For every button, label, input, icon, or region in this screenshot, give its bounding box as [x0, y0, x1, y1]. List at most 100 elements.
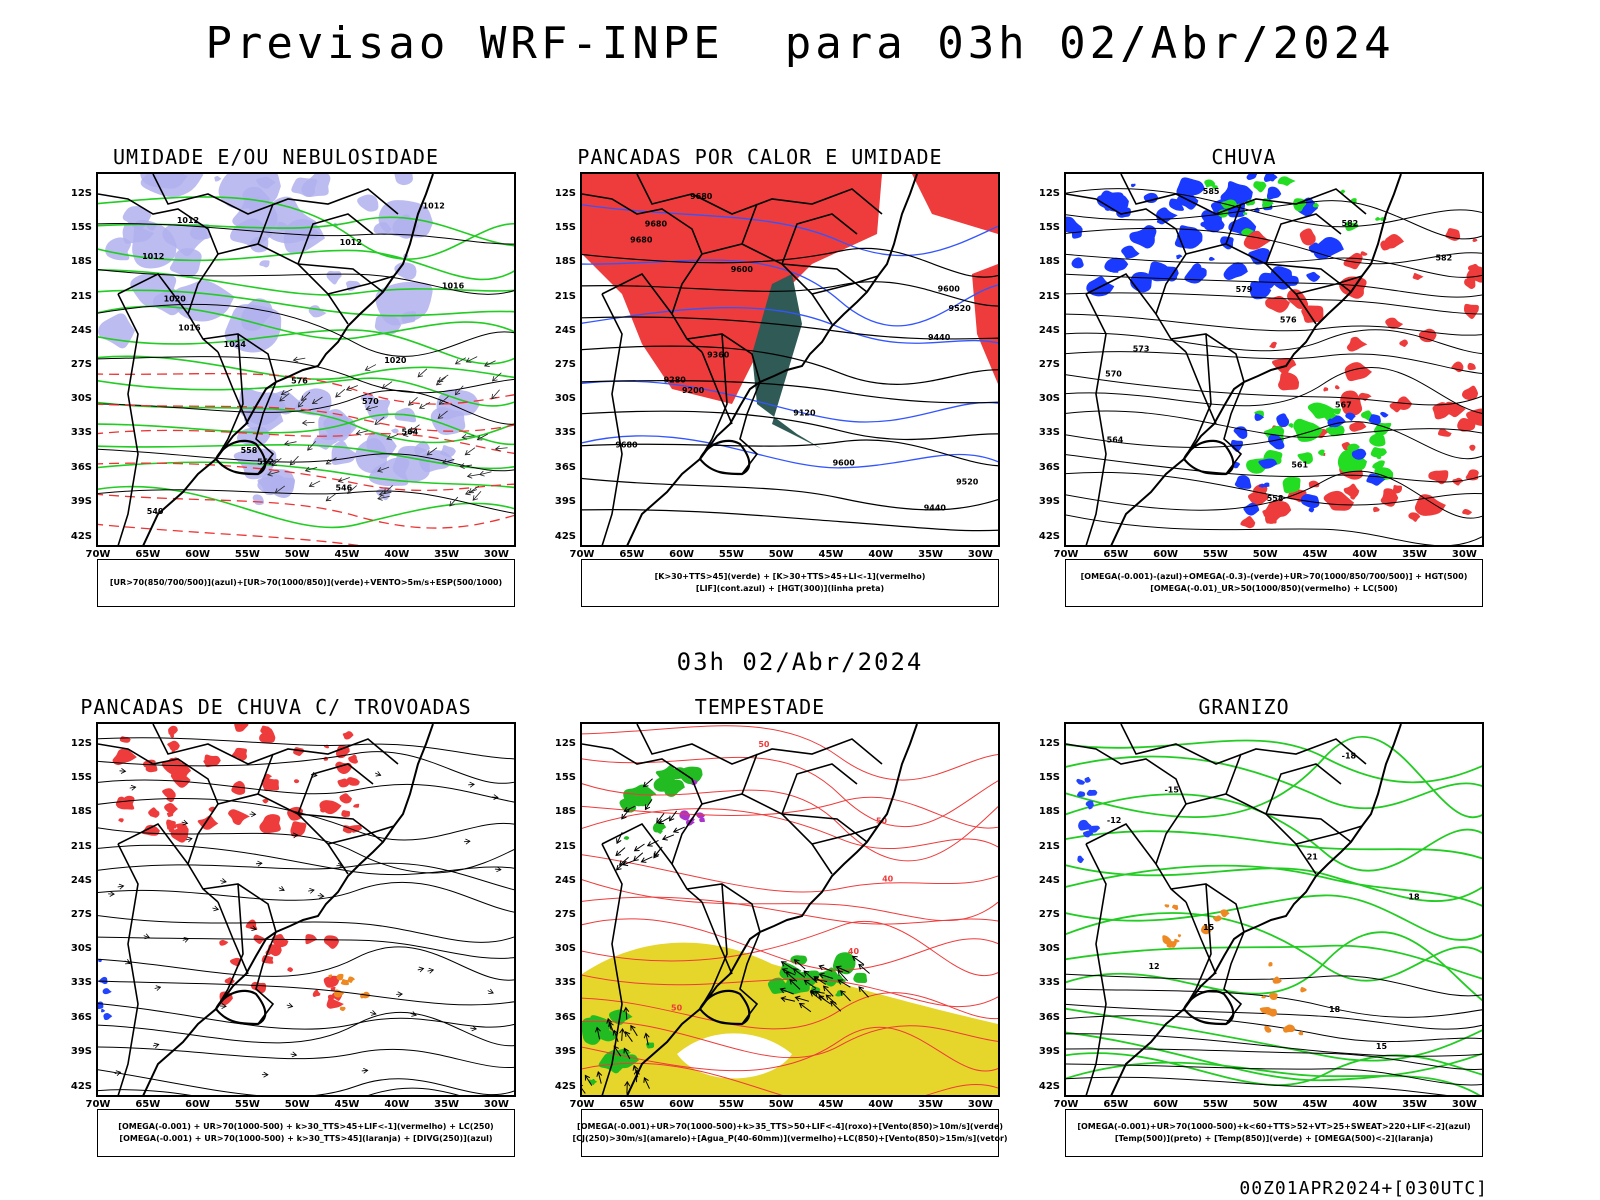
panel-title: PANCADAS DE CHUVA C/ TROVOADAS [80, 695, 472, 719]
hail-area [1086, 789, 1098, 796]
humidity-contour [98, 355, 514, 381]
thunderstorm-area [166, 819, 177, 830]
omega-500-area [1300, 987, 1307, 993]
contour-label: 9680 [630, 235, 653, 244]
streamline [582, 1062, 998, 1095]
wind-vector [822, 985, 834, 997]
panel-legend: [OMEGA(-0.001)-(azul)+OMEGA(-0.3)-(verde… [1065, 559, 1483, 607]
omega-strong-area [1375, 217, 1381, 221]
map-area: 9680 9680 9680 9600 9600 9520 9440 9360 9280 9200… [580, 172, 1000, 547]
longitude-label: 30W [1451, 1099, 1477, 1110]
panel-title: TEMPESTADE [694, 695, 826, 719]
temp-850-contour [1066, 1007, 1482, 1062]
panel-legend: [OMEGA(-0.001) + UR>70(1000-500) + k>30_… [97, 1109, 515, 1157]
panel-chuva: CHUVA 585 582 582 579 576 573 570 567 564 561 558 … [1024, 145, 1484, 615]
latitude-label: 24S [1038, 324, 1060, 336]
omega-area [1272, 269, 1295, 290]
thunderstorm-area [337, 778, 350, 788]
wind-vector [661, 834, 675, 841]
wind-vector [435, 376, 446, 386]
wind-vector [286, 1002, 294, 1009]
longitude-label: 55W [234, 549, 260, 560]
wind-vector [491, 794, 499, 801]
streamline [582, 756, 998, 828]
contour-label: 1012 [142, 252, 164, 261]
contour-label: 564 [1107, 435, 1124, 444]
state-border [1225, 203, 1342, 265]
latitude-label: 33S [1038, 977, 1060, 989]
latitude-label: 39S [1038, 495, 1060, 507]
streamline [98, 862, 514, 891]
thunderstorm-area [170, 773, 180, 781]
thunderstorm-area [168, 725, 178, 735]
latitude-label: 33S [70, 427, 92, 439]
wind-vector [437, 410, 448, 419]
longitude-label: 65W [619, 1099, 645, 1110]
longitude-label: 65W [1103, 1099, 1129, 1110]
wind-area [835, 990, 846, 997]
longitude-label: 65W [1103, 549, 1129, 560]
temp-850-contour [1066, 864, 1482, 902]
latitude-label: 42S [554, 1081, 576, 1092]
latitude-label: 27S [554, 359, 576, 370]
thunderstorm-area [231, 781, 246, 795]
hgt-contour [582, 509, 998, 532]
wind-vector [381, 381, 393, 389]
wind-vector [584, 1074, 593, 1086]
state-border [582, 193, 703, 353]
longitude-label: 70W [85, 549, 111, 560]
longitude-label: 45W [818, 1099, 844, 1110]
thunderstorm-area [231, 747, 247, 761]
contour-label: 540 [147, 507, 164, 516]
hgt-500-contour [1066, 273, 1482, 298]
omega-500-area [1268, 961, 1273, 967]
omega-area [1190, 263, 1202, 275]
state-border [1170, 883, 1245, 933]
latitude-label: 39S [554, 495, 576, 507]
thunderstorm-area [228, 809, 250, 825]
thunderstorm-area [342, 731, 354, 740]
omega-area [1266, 186, 1282, 200]
latitude-label: 36S [70, 1011, 92, 1023]
state-border [117, 843, 139, 1095]
divergence-area [101, 1008, 106, 1013]
instability-area [328, 974, 333, 978]
omega-area [1104, 257, 1129, 273]
hgt-500-contour [1066, 200, 1482, 240]
longitude-label: 65W [135, 549, 161, 560]
temp-500-contour [1066, 1015, 1482, 1043]
map-area [96, 722, 516, 1097]
humidity-contour [98, 485, 514, 529]
longitude-label: 70W [85, 1099, 111, 1110]
map-area: 50 50 40 40 50 [580, 722, 1000, 1097]
humidity-shading [326, 270, 342, 285]
hgt-contour [582, 316, 998, 340]
wind-vector [377, 495, 390, 501]
state-border [297, 263, 384, 293]
contour-label: 40 [882, 874, 894, 883]
longitude-label: 60W [669, 1099, 695, 1110]
omega-area [1148, 261, 1172, 282]
latitude-label: 42S [1038, 531, 1060, 542]
state-border [701, 351, 733, 425]
rain-area [1344, 362, 1373, 382]
omega-area [1254, 413, 1265, 421]
rain-area [1343, 483, 1360, 499]
wind-vector [793, 959, 806, 970]
latitude-label: 15S [554, 222, 576, 234]
thunderstorm-area [208, 806, 216, 813]
wind-vector [468, 485, 480, 494]
rain-area [1463, 303, 1479, 319]
legend-line: [LIF](cont.azul) + [HGT(300)](linha pret… [695, 584, 885, 593]
rain-area [1346, 336, 1368, 352]
contour-label: -18 [1342, 751, 1357, 760]
streamline [98, 980, 514, 1006]
state-border [1085, 843, 1107, 1095]
latitude-label: 15S [1038, 772, 1060, 784]
latitude-label: 12S [70, 738, 92, 749]
wind-vector [630, 1024, 638, 1037]
thunderstorm-area [149, 809, 160, 818]
longitude-label: 60W [185, 1099, 211, 1110]
longitude-label: 40W [1352, 1099, 1378, 1110]
panel-title: PANCADAS POR CALOR E UMIDADE [577, 145, 943, 169]
